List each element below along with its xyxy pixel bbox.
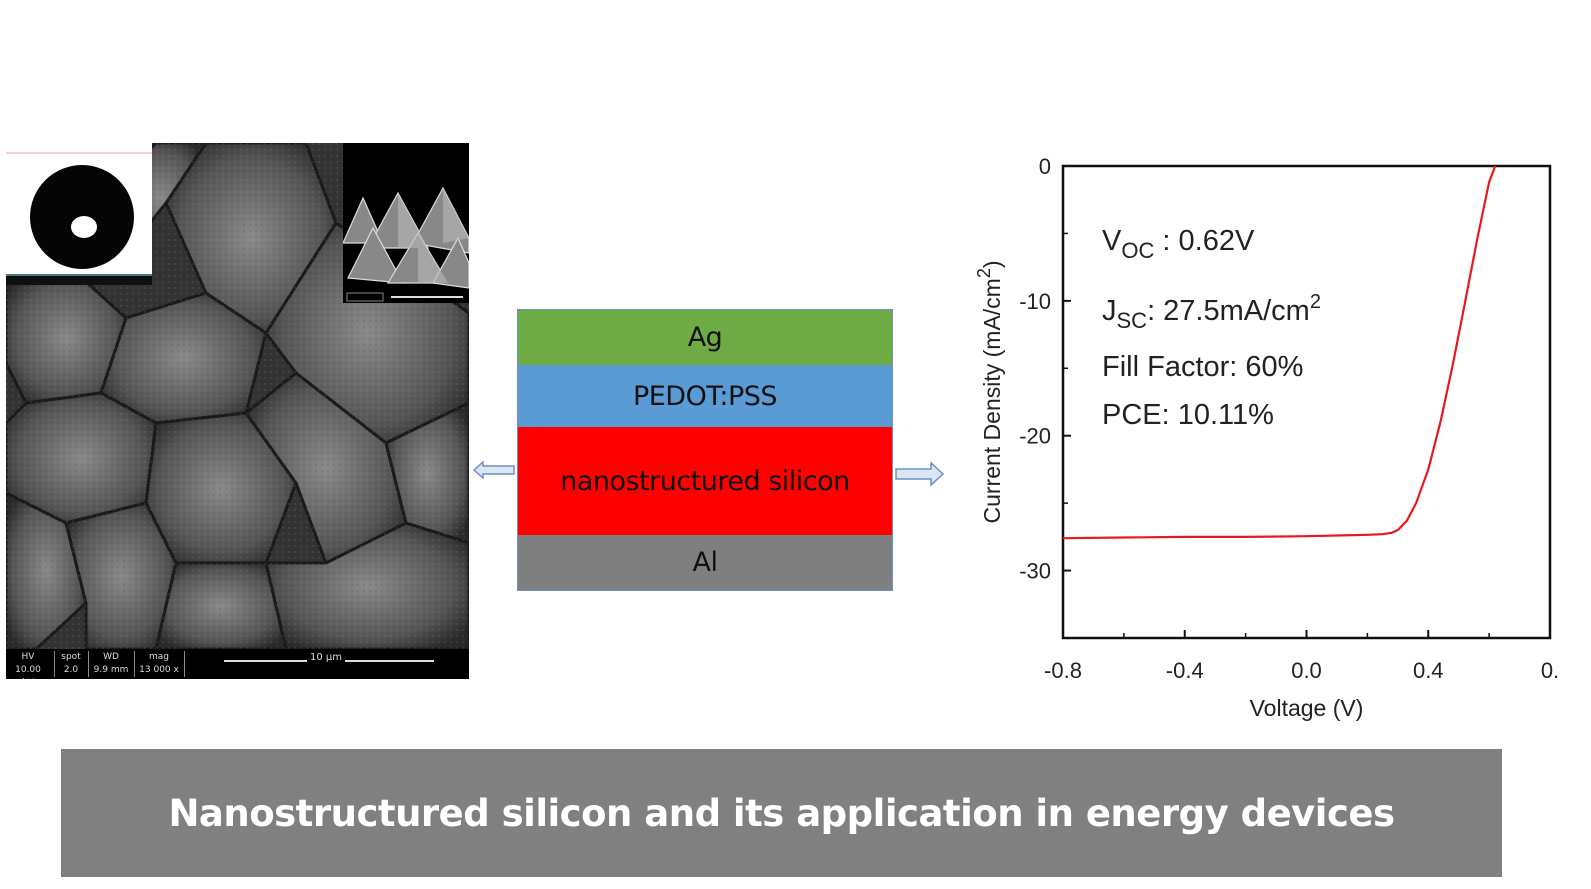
y-tick-label: 0 [1039,154,1051,179]
layer-al-label: Al [692,547,718,578]
layer-ag: Ag [518,310,892,365]
y-tick-label: -20 [1019,424,1051,449]
fill-factor-annotation: Fill Factor: 60% [1102,351,1303,383]
caption-bar: Nanostructured silicon and its applicati… [61,749,1502,877]
layer-pedot-label: PEDOT:PSS [632,380,778,412]
device-layer-stack: Ag PEDOT:PSS nanostructured silicon Al [517,309,893,591]
layer-al: Al [518,535,892,590]
layer-ag-label: Ag [687,322,723,353]
sem-spot: spot 2.0 [61,652,81,675]
pce-annotation: PCE: 10.11% [1102,399,1274,431]
sem-wd: WD 9.9 mm [93,652,129,675]
jsc-annotation: JSC: 27.5mA/cm2 [1102,291,1321,333]
y-tick-label: -10 [1019,289,1051,314]
pyramid-sem-inset [343,143,469,303]
x-tick-label: 0.0 [1291,658,1322,683]
x-tick-label: 0. [1541,658,1559,683]
voc-annotation: VOC : 0.62V [1102,225,1255,263]
scale-label: 10 μm [307,652,346,663]
arrow-right-icon [895,461,945,487]
x-tick-label: -0.4 [1166,658,1204,683]
contact-angle-inset [6,143,152,285]
caption-title: Nanostructured silicon and its applicati… [168,791,1395,835]
layer-nanostructured-silicon: nanostructured silicon [518,427,892,535]
y-axis-title: Current Density (mA/cm2) [974,260,1005,523]
layer-nano-label: nanostructured silicon [560,465,850,497]
x-axis-title: Voltage (V) [1250,695,1364,721]
arrow-left-icon [473,460,515,480]
layer-pedot-pss: PEDOT:PSS [518,365,892,427]
y-tick-label: -30 [1019,559,1051,584]
sem-mag: mag 13 000 x [139,652,179,675]
jv-curve [1062,165,1497,540]
jv-chart: -0.8 -0.4 0.0 0.4 0.0-10-20-30 Voltage (V) C… [974,154,1559,721]
x-tick-label: 0.4 [1413,658,1444,683]
x-tick-label: -0.8 [1044,658,1082,683]
